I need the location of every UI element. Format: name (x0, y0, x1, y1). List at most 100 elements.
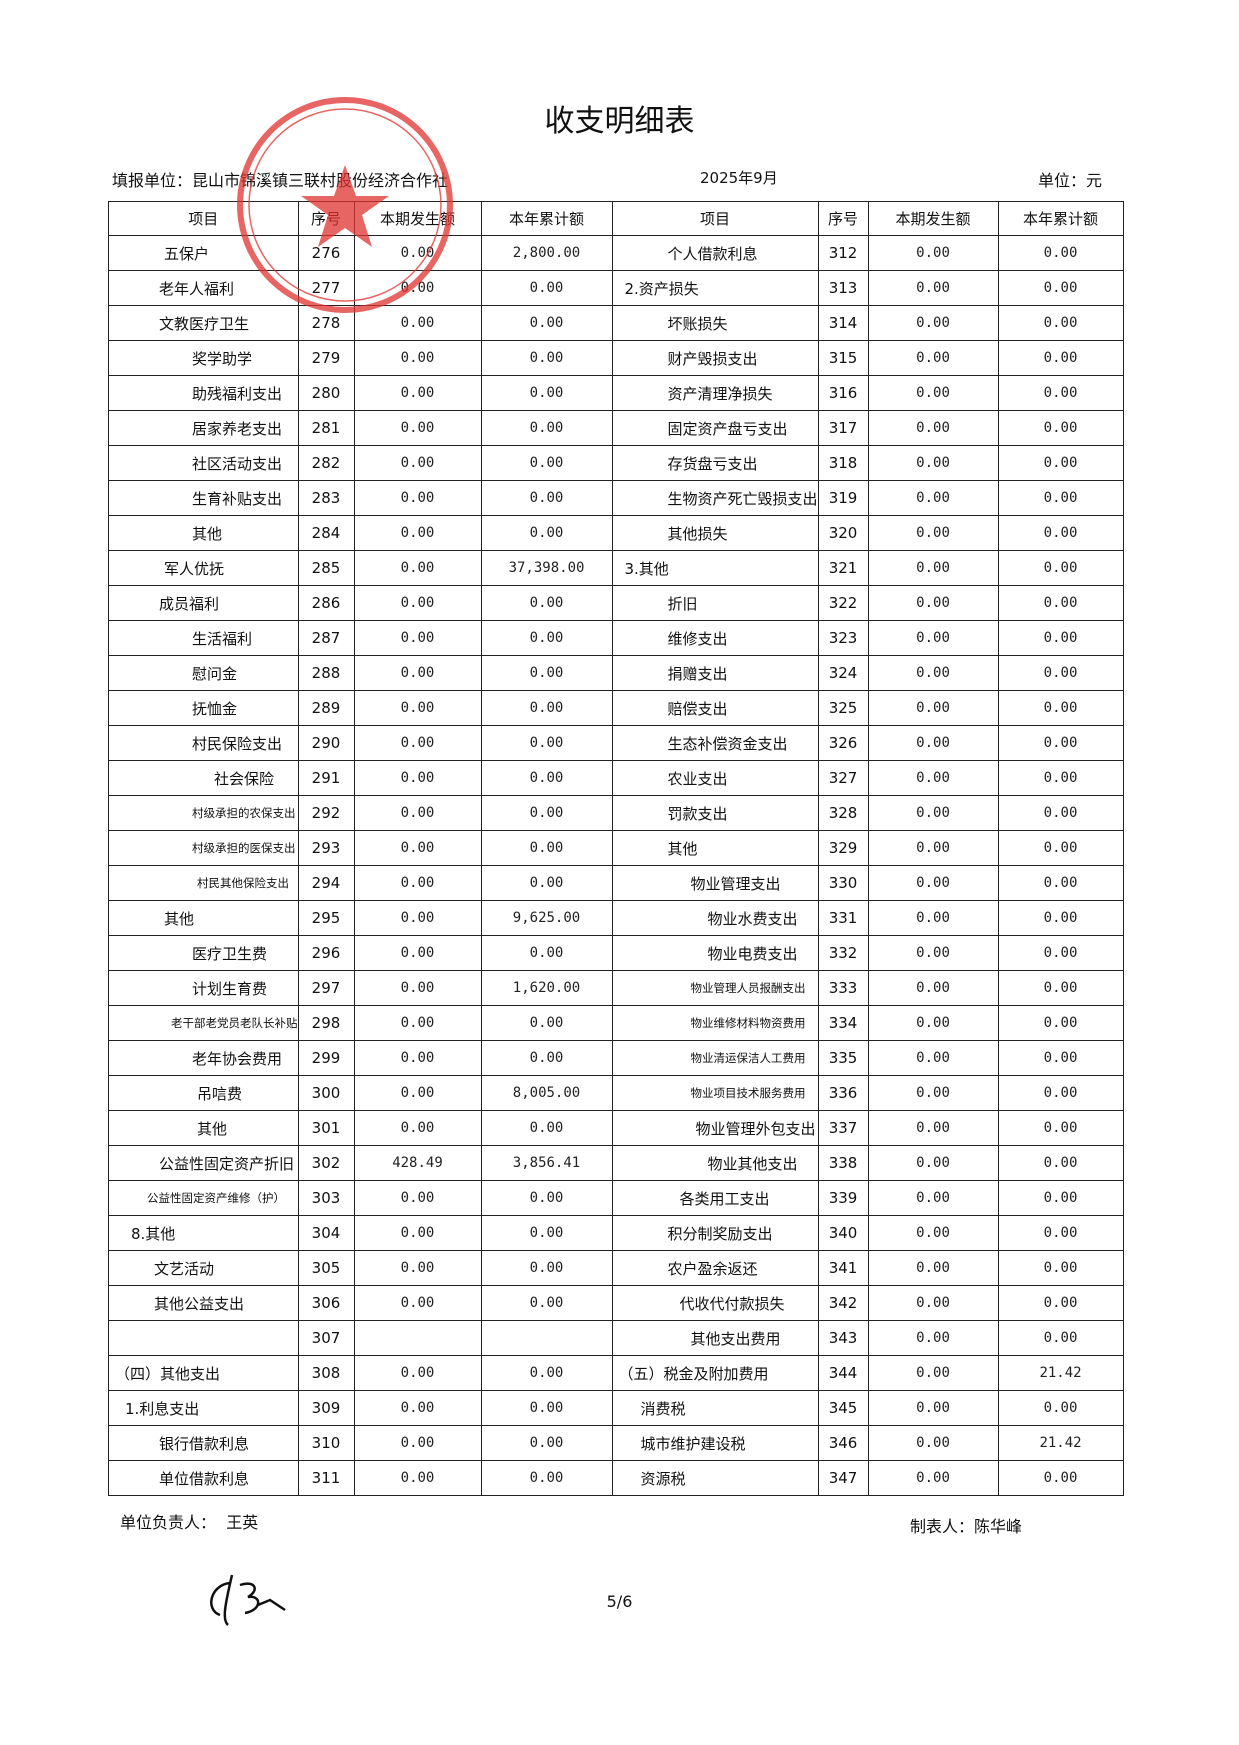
amount-cell: 0.00 (480, 270, 613, 306)
item-cell: 物业管理人员报酬支出 (611, 970, 819, 1006)
serial-cell: 287 (297, 620, 355, 656)
amount-cell: 0.00 (353, 795, 482, 831)
amount-cell: 0.00 (997, 1005, 1124, 1041)
serial-cell: 285 (297, 550, 355, 586)
amount-cell: 0.00 (867, 1355, 999, 1391)
amount-cell: 0.00 (480, 1040, 613, 1076)
serial-cell: 323 (817, 620, 869, 656)
amount-cell: 0.00 (353, 760, 482, 796)
amount-cell: 0.00 (867, 445, 999, 481)
table-row: 居家养老支出 281 0.00 0.00 固定资产盘亏支出 317 0.00 0.00 (108, 410, 1124, 446)
amount-cell: 0.00 (997, 585, 1124, 621)
table-row: 其他 295 0.00 9,625.00 物业水费支出 331 0.00 0.00 (108, 900, 1124, 936)
item-cell: 物业管理外包支出 (611, 1110, 819, 1146)
serial-cell: 321 (817, 550, 869, 586)
serial-cell: 315 (817, 340, 869, 376)
item-cell: 单位借款利息 (108, 1460, 299, 1496)
amount-cell: 0.00 (353, 445, 482, 481)
amount-cell: 0.00 (997, 305, 1124, 341)
amount-cell: 0.00 (867, 1110, 999, 1146)
item-cell: 物业清运保洁人工费用 (611, 1040, 819, 1076)
title: 收支明细表 (544, 104, 695, 139)
amount-cell: 0.00 (997, 445, 1124, 481)
amount-cell: 0.00 (997, 410, 1124, 446)
amount-cell: 0.00 (997, 1040, 1124, 1076)
amount-cell: 0.00 (997, 270, 1124, 306)
amount-cell: 0.00 (997, 340, 1124, 376)
item-cell: （四）其他支出 (108, 1355, 299, 1391)
table-row: 村民保险支出 290 0.00 0.00 生态补偿资金支出 326 0.00 0.00 (108, 725, 1124, 761)
item-cell: 其他 (108, 1110, 299, 1146)
serial-cell: 312 (817, 235, 869, 271)
item-cell: 生态补偿资金支出 (611, 725, 819, 761)
amount-cell: 0.00 (353, 480, 482, 516)
serial-cell: 344 (817, 1355, 869, 1391)
serial-cell: 280 (297, 375, 355, 411)
serial-cell: 288 (297, 655, 355, 691)
table-row: 其他公益支出 306 0.00 0.00 代收代付款损失 342 0.00 0.00 (108, 1285, 1124, 1321)
item-cell: 生物资产死亡毁损支出 (611, 480, 819, 516)
item-cell: 罚款支出 (611, 795, 819, 831)
item-cell: 其他支出费用 (611, 1320, 819, 1356)
table-row: 老干部老党员老队长补贴 298 0.00 0.00 物业维修材料物资费用 334 0.00 0… (108, 1005, 1124, 1041)
column-header: 序号 (817, 201, 869, 236)
amount-cell: 0.00 (997, 1145, 1124, 1181)
table-row: 吊唁费 300 0.00 8,005.00 物业项目技术服务费用 336 0.00 0.00 (108, 1075, 1124, 1111)
amount-cell: 0.00 (997, 830, 1124, 866)
serial-cell: 343 (817, 1320, 869, 1356)
table-row: （四）其他支出 308 0.00 0.00 （五）税金及附加费用 344 0.00 21.42 (108, 1355, 1124, 1391)
item-cell: 其他 (108, 900, 299, 936)
amount-cell: 0.00 (353, 1005, 482, 1041)
table-row: 文艺活动 305 0.00 0.00 农户盈余返还 341 0.00 0.00 (108, 1250, 1124, 1286)
serial-cell: 294 (297, 865, 355, 901)
amount-cell: 0.00 (480, 865, 613, 901)
item-cell: 积分制奖励支出 (611, 1215, 819, 1251)
amount-cell: 0.00 (480, 1355, 613, 1391)
amount-cell: 0.00 (867, 1075, 999, 1111)
item-cell: 财产毁损支出 (611, 340, 819, 376)
table-row: 307 其他支出费用 343 0.00 0.00 (108, 1320, 1124, 1356)
amount-cell: 0.00 (480, 1110, 613, 1146)
item-cell: 村民保险支出 (108, 725, 299, 761)
serial-cell: 284 (297, 515, 355, 551)
serial-cell: 297 (297, 970, 355, 1006)
serial-cell: 320 (817, 515, 869, 551)
item-cell: 村级承担的农保支出 (108, 795, 299, 831)
item-cell: 社区活动支出 (108, 445, 299, 481)
amount-cell: 0.00 (480, 1390, 613, 1426)
item-cell: 农户盈余返还 (611, 1250, 819, 1286)
item-cell: 维修支出 (611, 620, 819, 656)
serial-cell: 332 (817, 935, 869, 971)
serial-cell: 318 (817, 445, 869, 481)
item-cell: 物业维修材料物资费用 (611, 1005, 819, 1041)
amount-cell: 0.00 (353, 1355, 482, 1391)
amount-cell: 0.00 (480, 830, 613, 866)
item-cell: （五）税金及附加费用 (611, 1355, 819, 1391)
serial-cell: 327 (817, 760, 869, 796)
item-cell: 成员福利 (108, 585, 299, 621)
item-cell: 物业水费支出 (611, 900, 819, 936)
amount-cell: 0.00 (480, 1425, 613, 1461)
serial-cell: 341 (817, 1250, 869, 1286)
item-cell: 固定资产盘亏支出 (611, 410, 819, 446)
item-cell: 老年协会费用 (108, 1040, 299, 1076)
amount-cell: 0.00 (480, 515, 613, 551)
amount-cell: 0.00 (353, 690, 482, 726)
amount-cell: 0.00 (997, 235, 1124, 271)
serial-cell: 290 (297, 725, 355, 761)
serial-cell: 311 (297, 1460, 355, 1496)
amount-cell: 0.00 (867, 375, 999, 411)
serial-cell: 300 (297, 1075, 355, 1111)
serial-cell: 324 (817, 655, 869, 691)
amount-cell: 0.00 (997, 795, 1124, 831)
amount-cell: 0.00 (867, 865, 999, 901)
serial-cell: 305 (297, 1250, 355, 1286)
table-row: 计划生育费 297 0.00 1,620.00 物业管理人员报酬支出 333 0.00 0.0… (108, 970, 1124, 1006)
serial-cell: 295 (297, 900, 355, 936)
item-cell: 慰问金 (108, 655, 299, 691)
amount-cell: 428.49 (353, 1145, 482, 1181)
amount-cell: 0.00 (867, 760, 999, 796)
serial-cell: 313 (817, 270, 869, 306)
serial-cell: 322 (817, 585, 869, 621)
amount-cell: 1,620.00 (480, 970, 613, 1006)
